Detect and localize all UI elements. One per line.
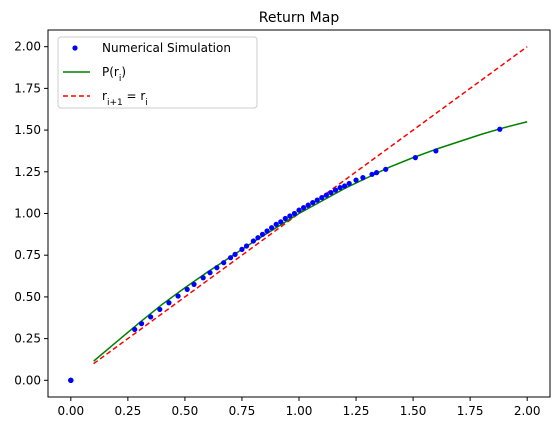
scatter-point — [314, 197, 320, 203]
scatter-point — [323, 192, 329, 198]
x-tick-label: 1.75 — [457, 404, 484, 418]
scatter-point — [68, 377, 74, 383]
scatter-point — [282, 215, 288, 222]
series-layer — [68, 46, 528, 383]
scatter-point — [191, 281, 197, 287]
x-tick-label: 0.25 — [115, 404, 142, 418]
scatter-point — [214, 265, 220, 271]
scatter-point — [360, 175, 366, 181]
scatter-point — [138, 321, 145, 327]
y-axis: 0.00 0.25 0.50 0.75 1.00 1.25 1.50 1.75 2.00 — [14, 40, 48, 387]
scatter-point — [433, 148, 439, 154]
scatter-point — [287, 213, 293, 219]
y-tick-label: 2.00 — [14, 40, 41, 54]
scatter-point — [157, 306, 163, 313]
scatter-point — [353, 177, 359, 183]
scatter-point — [259, 231, 266, 237]
y-tick-label: 1.25 — [14, 165, 41, 179]
legend-label-numerical-simulation: Numerical Simulation — [102, 41, 231, 55]
y-tick-label: 1.50 — [14, 123, 41, 137]
scatter-point — [184, 286, 190, 292]
scatter-point — [273, 221, 279, 227]
scatter-point — [305, 202, 311, 208]
return-map-curve — [93, 121, 528, 362]
legend: Numerical Simulation P(ri) ri+1 = ri — [57, 36, 258, 109]
scatter-point — [166, 300, 172, 306]
scatter-point — [243, 243, 250, 249]
legend-marker-scatter — [72, 45, 78, 51]
y-tick-label: 1.00 — [14, 207, 41, 221]
scatter-point — [232, 251, 238, 257]
chart-title: Return Map — [259, 10, 340, 26]
scatter-point — [278, 219, 284, 225]
scatter-point — [296, 207, 302, 213]
scatter-point — [175, 293, 181, 299]
scatter-point — [346, 180, 352, 187]
scatter-point — [148, 314, 154, 320]
x-tick-label: 1.50 — [400, 404, 427, 418]
scatter-point — [132, 326, 138, 333]
y-tick-label: 0.75 — [14, 248, 41, 262]
scatter-point — [300, 205, 307, 211]
x-tick-label: 1.00 — [286, 404, 313, 418]
scatter-point — [255, 235, 261, 241]
y-tick-label: 0.00 — [14, 373, 41, 387]
y-tick-label: 0.50 — [14, 290, 41, 304]
scatter-point — [239, 246, 245, 252]
y-tick-label: 1.75 — [14, 81, 41, 95]
scatter-point — [291, 210, 298, 217]
scatter-point — [207, 270, 213, 276]
scatter-point — [373, 170, 380, 176]
scatter-point — [200, 275, 206, 281]
scatter-point — [310, 200, 316, 206]
scatter-point — [250, 238, 256, 244]
legend-box — [57, 36, 258, 109]
scatter-point — [412, 155, 418, 161]
scatter-point — [369, 171, 375, 177]
scatter-point — [319, 195, 325, 201]
scatter-point — [264, 228, 270, 234]
x-tick-label: 2.00 — [514, 404, 541, 418]
x-tick-label: 0.50 — [172, 404, 199, 418]
scatter-point — [337, 185, 343, 191]
scatter-point — [227, 255, 234, 261]
scatter-point — [269, 225, 275, 231]
scatter-point — [497, 126, 503, 132]
x-tick-label: 1.25 — [343, 404, 370, 418]
scatter-point — [221, 260, 227, 266]
scatter-point — [332, 187, 339, 193]
scatter-point — [383, 166, 389, 172]
y-tick-label: 0.25 — [14, 332, 41, 346]
scatter-point — [328, 190, 334, 196]
x-axis: 0.00 0.25 0.50 0.75 1.00 1.25 1.50 1.75 2.00 — [57, 397, 541, 418]
x-tick-label: 0.00 — [57, 404, 84, 418]
x-tick-label: 0.75 — [229, 404, 256, 418]
scatter-point — [342, 183, 348, 189]
